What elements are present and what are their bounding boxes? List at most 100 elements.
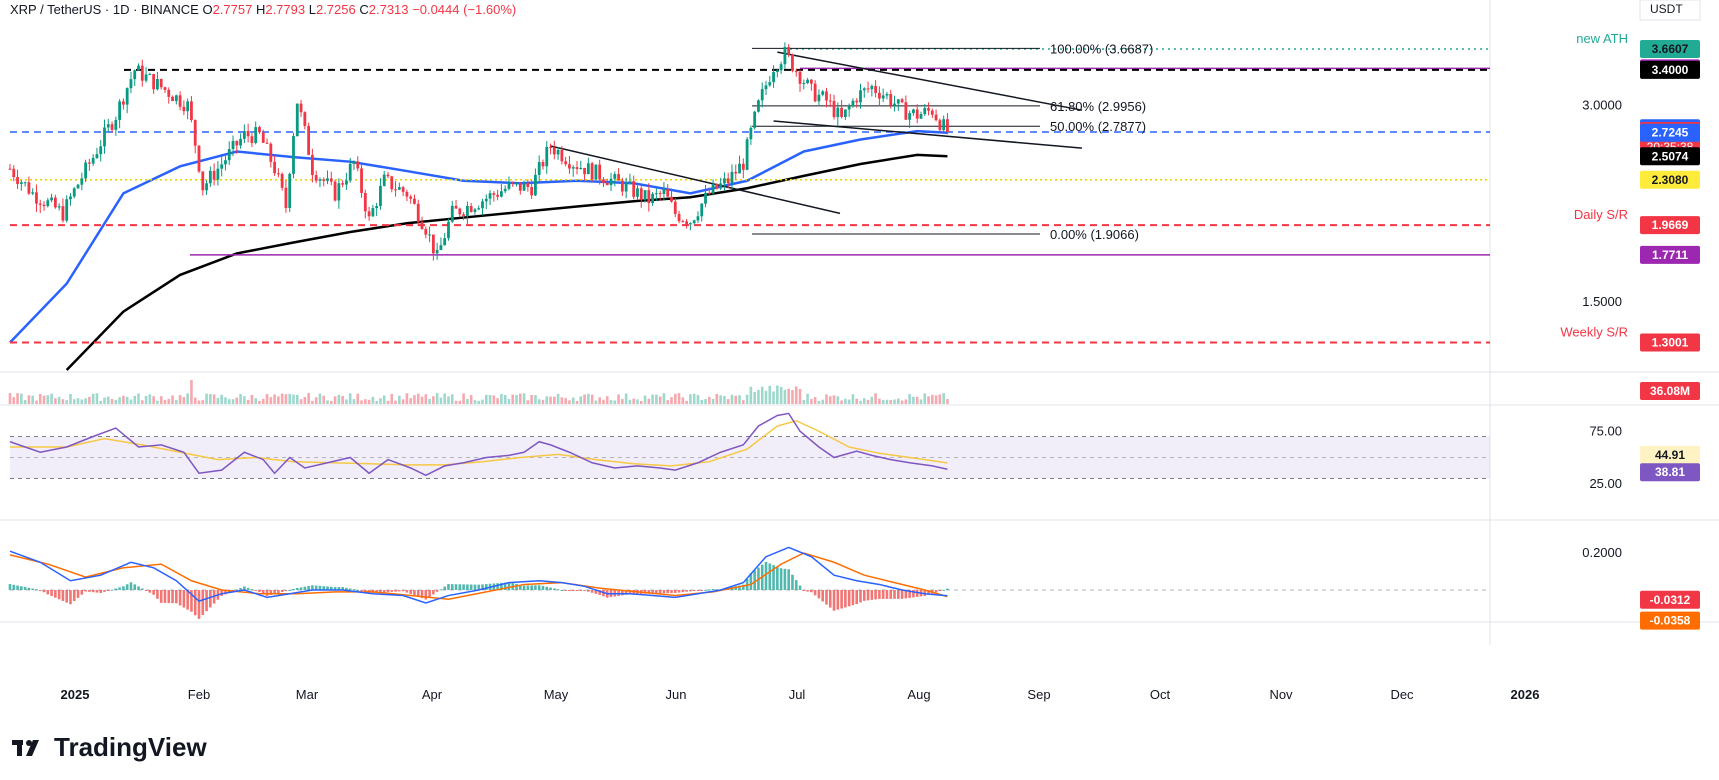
high-value: 2.7793 <box>265 2 306 17</box>
candle-body <box>715 183 719 189</box>
candle-body <box>919 114 923 119</box>
volume-bar <box>685 400 688 404</box>
volume-bar <box>227 399 231 404</box>
volume-bar <box>57 396 61 404</box>
candle-body <box>61 206 65 221</box>
candle-body <box>193 120 197 146</box>
candle-body <box>379 185 382 207</box>
macd-histogram-bar <box>711 589 715 591</box>
volume-bar <box>609 400 613 404</box>
candle-body <box>624 182 628 192</box>
volume-bar <box>167 398 171 404</box>
candle-body <box>658 193 662 195</box>
volume-bar <box>152 396 155 404</box>
candle-body <box>843 109 847 117</box>
candle-body <box>413 198 416 204</box>
candle-body <box>832 100 836 118</box>
candle-body <box>27 182 31 194</box>
volume-bar <box>394 400 397 404</box>
price-tag-5: 2.7245 <box>1652 126 1689 140</box>
volume-bar <box>927 396 930 404</box>
volume-bar <box>258 400 261 404</box>
candle-body <box>908 113 912 120</box>
candle-body <box>821 91 825 95</box>
chart-canvas[interactable]: USDT 100.00% (3.6687) 61.80% (2.9956) 50.00… <box>0 0 1719 730</box>
candle-body <box>276 173 280 175</box>
macd-histogram-bar <box>753 570 756 590</box>
candle-body <box>405 191 409 197</box>
volume-bar <box>46 395 50 404</box>
candle-body <box>643 190 647 200</box>
macd-histogram-bar <box>175 590 178 604</box>
macd-histogram-bar <box>322 586 326 590</box>
candle-body <box>836 107 840 118</box>
macd-histogram-bar <box>783 568 787 590</box>
candle-body <box>768 82 772 86</box>
volume-bar <box>677 393 681 404</box>
candle-body <box>534 174 537 196</box>
volume-bar <box>284 394 288 404</box>
volume-bar <box>553 396 556 404</box>
macd-histogram-bar <box>689 590 692 592</box>
macd-histogram-bar <box>885 590 889 599</box>
macd-histogram-bar <box>677 590 681 593</box>
candle-body <box>133 70 137 80</box>
volume-bar <box>931 394 934 404</box>
volume-bar <box>277 396 280 404</box>
candle-body <box>265 142 269 144</box>
candle-body <box>840 107 843 117</box>
candle-body <box>571 167 575 169</box>
macd-histogram-bar <box>708 589 711 591</box>
macd-histogram-bar <box>27 587 31 590</box>
volume-bar <box>171 395 174 404</box>
candle-body <box>129 79 133 89</box>
macd-tick-0: 0.2000 <box>1582 545 1622 560</box>
macd-histogram-bar <box>405 590 409 593</box>
candle-body <box>484 198 488 202</box>
macd-histogram-bar <box>420 590 424 599</box>
volume-bar <box>666 400 670 404</box>
macd-histogram-bar <box>779 568 783 590</box>
candle-body <box>137 65 140 71</box>
macd-histogram-bar <box>284 590 288 591</box>
macd-histogram-bar <box>277 590 280 593</box>
macd-histogram-bar <box>666 590 670 594</box>
fib-label-1: 61.80% (2.9956) <box>1050 99 1146 114</box>
volume-bar <box>466 399 469 404</box>
volume-bar <box>243 396 246 404</box>
candle-body <box>719 183 723 189</box>
candle-body <box>118 101 122 120</box>
macd-histogram-bar <box>69 590 72 605</box>
rsi-signal-line <box>10 419 948 467</box>
volume-bar <box>333 396 337 404</box>
macd-histogram-bar <box>704 589 707 591</box>
price-tag-2: 3.4000 <box>1652 63 1689 77</box>
macd-histogram-bar <box>553 588 556 590</box>
candle-body <box>828 100 832 102</box>
candle-body <box>874 85 878 93</box>
candle-body <box>420 222 424 229</box>
volume-bar <box>91 393 95 404</box>
volume-bar <box>326 400 329 404</box>
candle-body <box>84 162 87 179</box>
x-tick-3: Apr <box>422 687 443 702</box>
macd-histogram-bar <box>692 590 696 591</box>
candle-body <box>235 140 239 146</box>
candle-body <box>738 163 741 174</box>
macd-histogram-bar <box>662 590 666 594</box>
macd-histogram-bar <box>364 590 367 592</box>
volume-bar <box>946 399 949 404</box>
candle-body <box>900 99 904 103</box>
candle-body <box>76 184 80 189</box>
volume-bar <box>484 394 488 404</box>
macd-histogram-bar <box>35 589 38 591</box>
candle-body <box>870 85 874 90</box>
candle-body <box>454 205 458 209</box>
volume-bars <box>8 379 949 404</box>
x-tick-0: 2025 <box>61 687 90 702</box>
macd-histogram-bar <box>946 588 949 590</box>
volume-bar <box>133 395 137 404</box>
volume-bar <box>836 396 840 404</box>
volume-bar <box>556 393 560 404</box>
candle-body <box>53 197 57 208</box>
